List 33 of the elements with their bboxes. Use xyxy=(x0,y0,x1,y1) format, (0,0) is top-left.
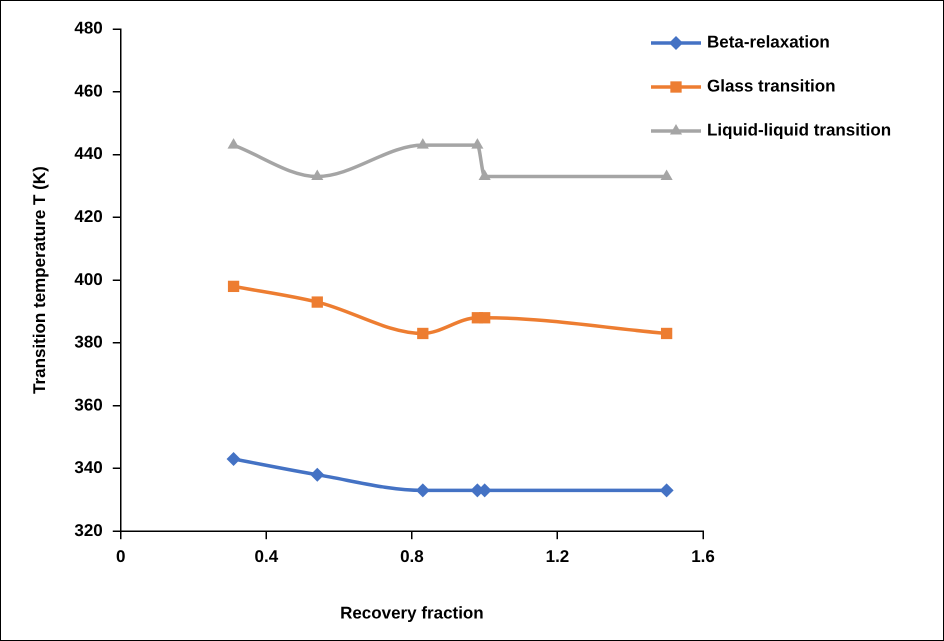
point xyxy=(310,468,324,482)
y-tick-label: 360 xyxy=(74,395,103,414)
legend-label: Liquid-liquid transition xyxy=(707,120,892,140)
y-tick-label: 460 xyxy=(74,81,103,100)
point xyxy=(660,170,673,180)
y-tick-label: 380 xyxy=(74,332,103,352)
point xyxy=(471,138,484,149)
x-tick-label: 1.6 xyxy=(691,547,715,566)
point xyxy=(660,483,674,498)
point xyxy=(417,328,428,340)
y-tick-label: 400 xyxy=(74,270,103,289)
y-tick-label: 320 xyxy=(74,520,103,540)
y-tick-label: 420 xyxy=(74,207,103,226)
y-axis-title: Transition temperature T (K) xyxy=(30,166,49,394)
point xyxy=(660,328,672,340)
legend-label: Beta-relaxation xyxy=(707,32,830,52)
y-tick-label: 340 xyxy=(74,458,103,478)
legend-label: Glass transition xyxy=(707,76,836,96)
x-tick-label: 0.8 xyxy=(400,547,424,566)
point xyxy=(228,280,240,292)
point xyxy=(312,296,323,308)
x-tick-label: 0.4 xyxy=(254,547,279,566)
point xyxy=(478,170,491,180)
point xyxy=(311,170,324,180)
point xyxy=(416,483,430,498)
y-tick-label: 440 xyxy=(74,144,103,164)
x-tick-label: 1.2 xyxy=(546,547,570,566)
y-tick-label: 480 xyxy=(74,18,103,38)
point xyxy=(479,312,490,324)
x-axis-title: Recovery fraction xyxy=(340,603,484,622)
x-tick-label: 0 xyxy=(116,547,126,566)
point xyxy=(416,138,429,149)
point xyxy=(226,452,241,466)
